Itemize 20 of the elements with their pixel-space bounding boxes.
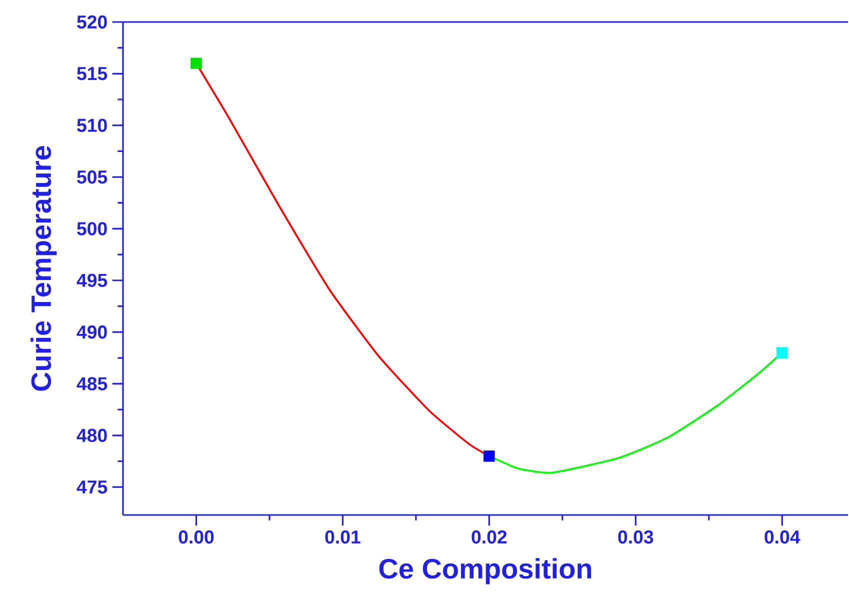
y-tick-label: 515 [77, 67, 108, 80]
point [190, 58, 202, 69]
x-tick-label: 0.02 [472, 530, 507, 544]
y-tick-label: 510 [77, 118, 107, 132]
y-tick-label: 505 [77, 170, 108, 184]
y-tick-label: 490 [76, 325, 107, 339]
x-tick-label: 0.04 [764, 530, 800, 544]
y-tick-label: 520 [77, 15, 107, 29]
x-tick-label: 0.03 [618, 530, 654, 544]
x-tick-label: 0.01 [325, 530, 360, 544]
y-tick-label: 500 [77, 222, 107, 236]
y-axis-title: Curie Temperature [30, 146, 57, 391]
y-tick-label: 475 [76, 480, 108, 494]
x-axis-title: Ce Composition [379, 558, 592, 584]
y-tick-label: 485 [76, 377, 108, 390]
point [776, 347, 788, 358]
x-tick-label: 0.00 [178, 530, 214, 544]
point [484, 450, 495, 462]
y-tick-label: 495 [76, 274, 108, 287]
y-tick-label: 480 [76, 428, 107, 442]
